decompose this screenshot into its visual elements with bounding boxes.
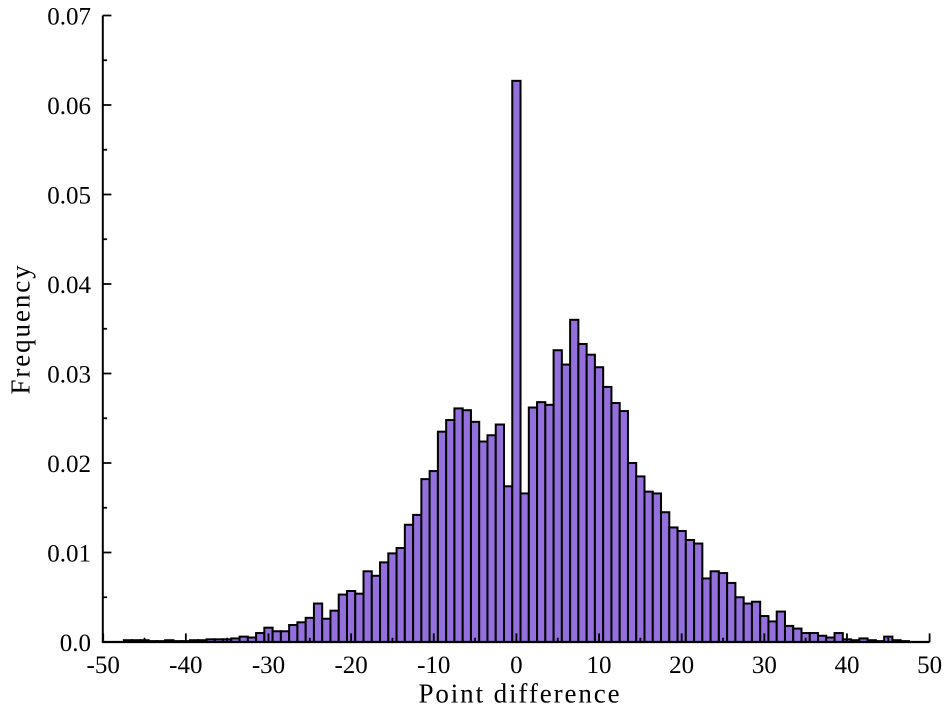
svg-text:0.0: 0.0 [60,630,91,657]
svg-text:0.07: 0.07 [47,4,91,31]
svg-text:30: 30 [752,652,777,679]
svg-text:Point difference: Point difference [418,679,621,709]
svg-text:40: 40 [834,652,859,679]
svg-text:-40: -40 [169,652,202,679]
svg-text:0.01: 0.01 [47,541,91,568]
svg-text:0.02: 0.02 [47,451,91,478]
svg-text:0: 0 [510,652,523,679]
svg-text:Frequency: Frequency [6,263,36,394]
svg-text:0.03: 0.03 [47,362,91,389]
svg-text:20: 20 [669,652,694,679]
svg-text:-30: -30 [252,652,285,679]
svg-text:0.06: 0.06 [47,93,91,120]
svg-text:-50: -50 [87,652,120,679]
svg-text:0.05: 0.05 [47,183,91,210]
svg-text:-20: -20 [334,652,367,679]
svg-text:10: 10 [587,652,612,679]
svg-text:0.04: 0.04 [47,272,91,299]
svg-text:-10: -10 [417,652,450,679]
svg-text:50: 50 [917,652,942,679]
